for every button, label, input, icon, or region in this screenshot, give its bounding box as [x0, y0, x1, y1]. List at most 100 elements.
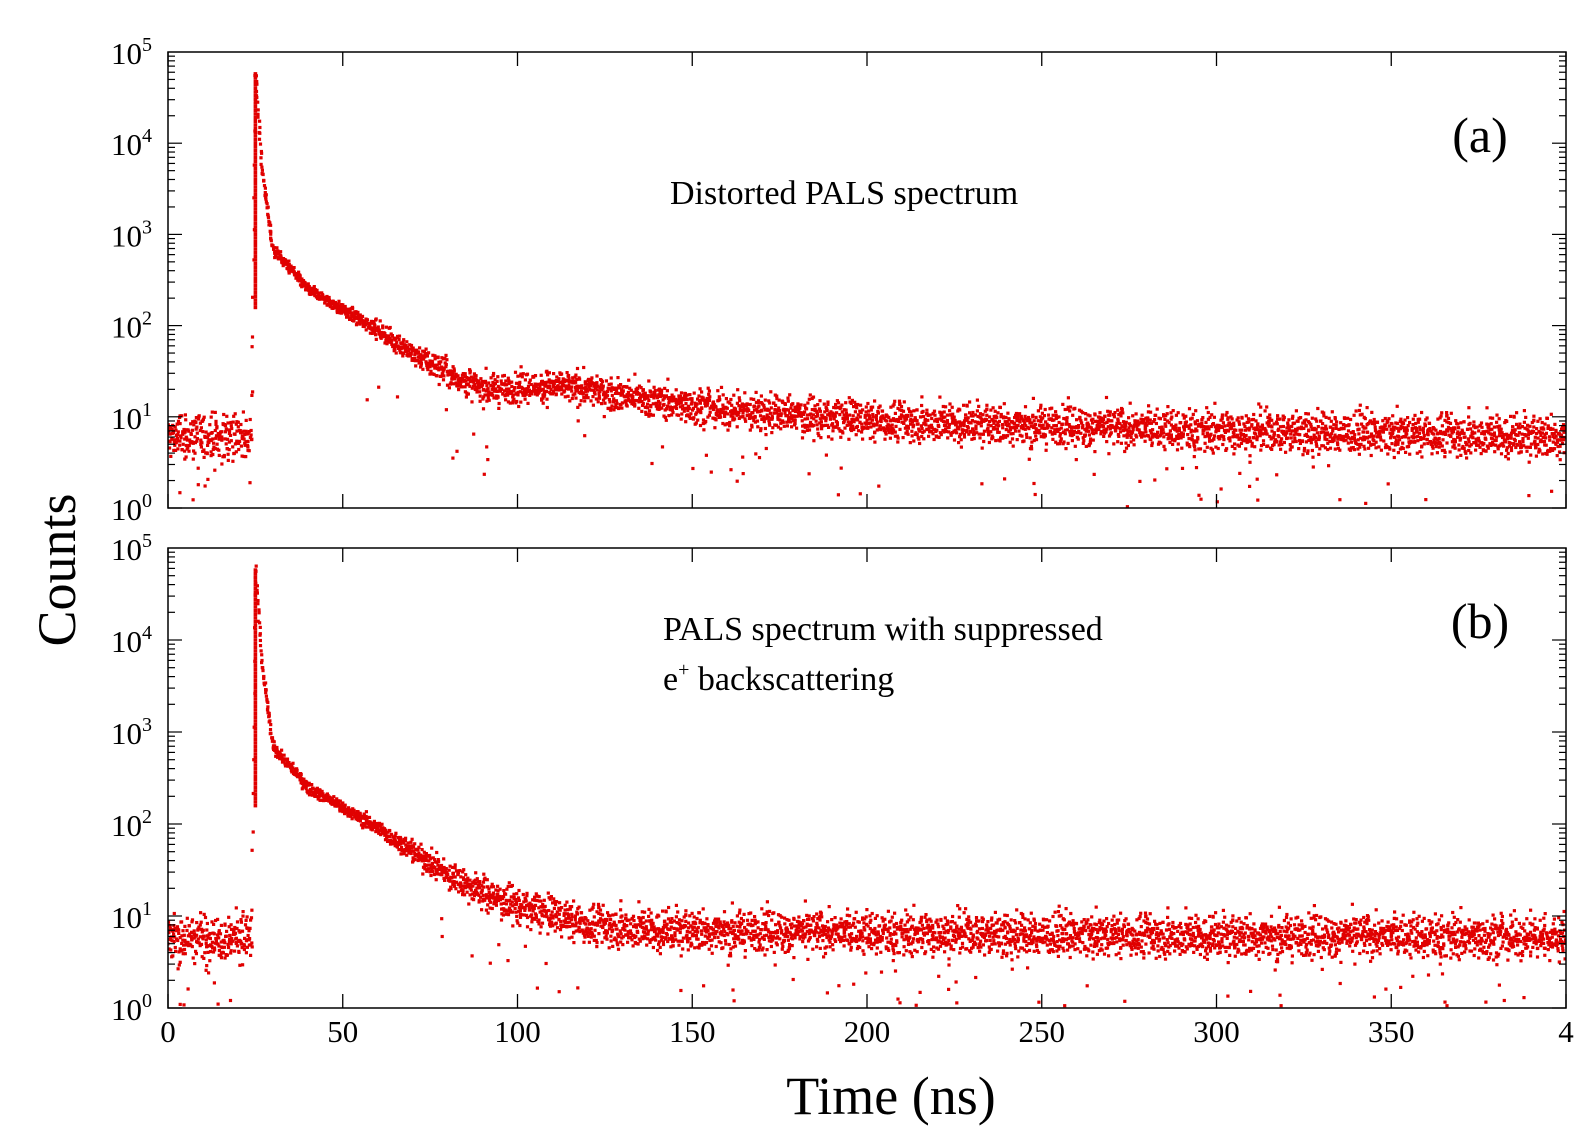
data-point	[847, 396, 851, 400]
data-point	[483, 393, 487, 397]
data-point	[874, 417, 878, 421]
data-point	[1436, 417, 1440, 421]
data-point	[776, 417, 780, 421]
data-point	[1130, 430, 1135, 434]
data-point	[219, 940, 223, 944]
data-point	[1013, 429, 1018, 433]
data-point	[1293, 436, 1297, 440]
data-point	[197, 414, 201, 418]
data-point	[193, 932, 197, 936]
data-point	[1241, 433, 1245, 437]
data-point	[1294, 439, 1298, 444]
data-point	[1504, 440, 1508, 444]
data-point	[1354, 409, 1358, 413]
data-point	[267, 714, 271, 718]
data-point	[272, 247, 276, 251]
data-point	[896, 417, 900, 422]
data-point	[848, 413, 852, 417]
data-point	[418, 346, 422, 350]
data-point	[758, 414, 763, 418]
data-point	[817, 407, 822, 411]
data-point	[492, 389, 497, 393]
data-point	[1185, 441, 1189, 445]
data-point	[714, 405, 718, 409]
data-point	[1095, 425, 1100, 429]
data-point	[1374, 440, 1378, 444]
data-point	[249, 433, 253, 437]
data-point	[253, 181, 258, 186]
data-point	[352, 315, 356, 319]
data-point	[965, 429, 969, 433]
data-point	[1257, 431, 1261, 435]
data-point	[814, 419, 818, 423]
data-point	[1421, 428, 1425, 432]
y-tick-label: 105	[111, 34, 152, 71]
data-point	[676, 413, 681, 417]
data-point	[1144, 416, 1148, 420]
data-point	[639, 393, 643, 397]
data-point	[1282, 418, 1286, 422]
data-point	[517, 404, 521, 409]
data-point	[523, 387, 527, 391]
data-point	[678, 405, 683, 409]
data-point	[1347, 423, 1351, 427]
data-point	[483, 379, 488, 383]
data-point	[429, 369, 433, 373]
data-point	[1287, 426, 1291, 430]
data-point	[1378, 432, 1382, 436]
data-point	[274, 754, 278, 758]
data-point	[1051, 437, 1055, 441]
data-point	[716, 389, 720, 393]
data-point	[706, 401, 710, 405]
data-point	[1560, 427, 1564, 431]
data-point	[738, 399, 742, 403]
data-point	[661, 398, 665, 402]
data-point	[539, 373, 543, 377]
data-point	[472, 376, 476, 380]
data-point	[397, 338, 401, 342]
data-point	[1509, 414, 1513, 418]
annotation-a: Distorted PALS spectrum	[670, 175, 1018, 212]
data-point	[475, 385, 479, 389]
data-point	[1215, 425, 1219, 429]
data-point	[566, 387, 570, 391]
data-point	[1419, 436, 1423, 440]
data-point	[866, 425, 870, 430]
data-point	[510, 390, 514, 394]
data-point	[670, 406, 674, 410]
data-point	[1165, 432, 1169, 436]
data-point	[605, 389, 610, 394]
data-point	[1023, 421, 1027, 425]
data-point	[241, 963, 245, 967]
data-point	[1395, 421, 1400, 426]
data-point	[168, 924, 172, 928]
data-point	[1209, 424, 1213, 429]
data-point	[864, 410, 868, 414]
data-point	[1386, 419, 1390, 423]
data-point	[735, 425, 739, 429]
data-point	[1449, 434, 1453, 439]
data-point	[1233, 442, 1237, 446]
data-point	[691, 408, 695, 412]
data-point	[943, 415, 947, 419]
data-point	[683, 392, 687, 396]
data-point	[806, 401, 810, 405]
data-point	[1255, 477, 1259, 481]
data-point	[686, 413, 690, 417]
data-point	[262, 676, 266, 681]
data-point	[977, 422, 981, 426]
data-point	[182, 943, 186, 947]
data-point	[1144, 421, 1148, 426]
data-point	[918, 441, 922, 446]
data-point	[181, 929, 185, 933]
data-point	[451, 365, 455, 369]
data-point	[1484, 449, 1488, 453]
data-point	[442, 374, 446, 378]
data-point	[1072, 432, 1076, 436]
data-point	[240, 946, 244, 950]
data-point	[223, 956, 227, 960]
data-point	[1425, 416, 1429, 420]
data-point	[580, 384, 584, 388]
data-point	[824, 419, 828, 423]
